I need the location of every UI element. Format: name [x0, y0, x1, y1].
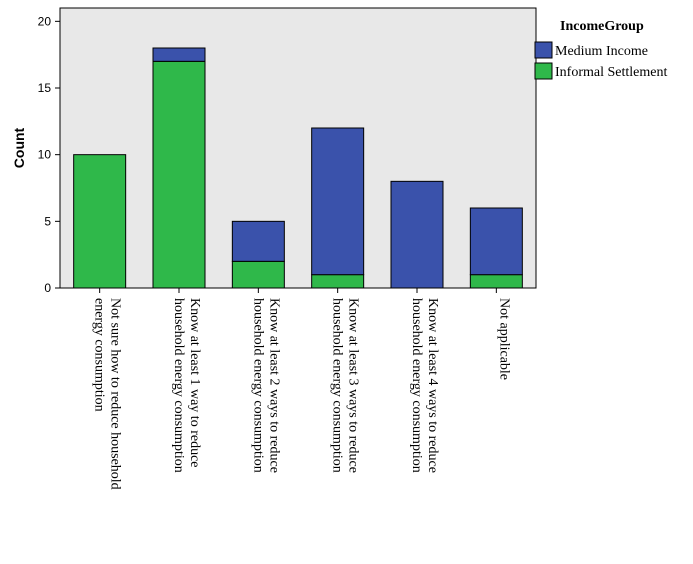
bar-segment	[73, 154, 127, 289]
bar-segment	[311, 127, 365, 276]
x-tick-label: Know at least 1 way to reducehousehold e…	[171, 298, 202, 473]
x-tick-label: Not sure how to reduce householdenergy c…	[92, 298, 123, 490]
legend-label: Informal Settlement	[555, 65, 667, 80]
bar-segment	[152, 47, 206, 62]
x-tick-label: Know at least 4 ways to reducehousehold …	[409, 298, 440, 473]
y-tick-label: 15	[38, 81, 52, 95]
y-tick-label: 10	[38, 148, 52, 162]
bar-segment	[469, 207, 523, 276]
bar-segment	[390, 180, 444, 289]
legend-swatch	[534, 41, 553, 59]
bar-segment	[311, 274, 365, 289]
bar-segment	[152, 60, 206, 289]
bar-segment	[469, 274, 523, 289]
x-tick-label: Know at least 2 ways to reducehousehold …	[250, 298, 281, 473]
y-axis-label: Count	[11, 127, 27, 168]
bar-segment	[231, 220, 285, 262]
x-tick-label: Know at least 3 ways to reducehousehold …	[330, 298, 361, 473]
y-tick-label: 20	[38, 14, 52, 28]
plot-area	[59, 7, 537, 289]
x-tick-label: Not applicable	[496, 298, 511, 380]
legend-swatch	[534, 62, 553, 80]
legend-title: IncomeGroup	[560, 19, 644, 34]
legend-label: Medium Income	[555, 44, 648, 59]
bar-segment	[231, 260, 285, 289]
y-tick-label: 0	[44, 281, 51, 295]
y-tick-label: 5	[44, 214, 51, 228]
